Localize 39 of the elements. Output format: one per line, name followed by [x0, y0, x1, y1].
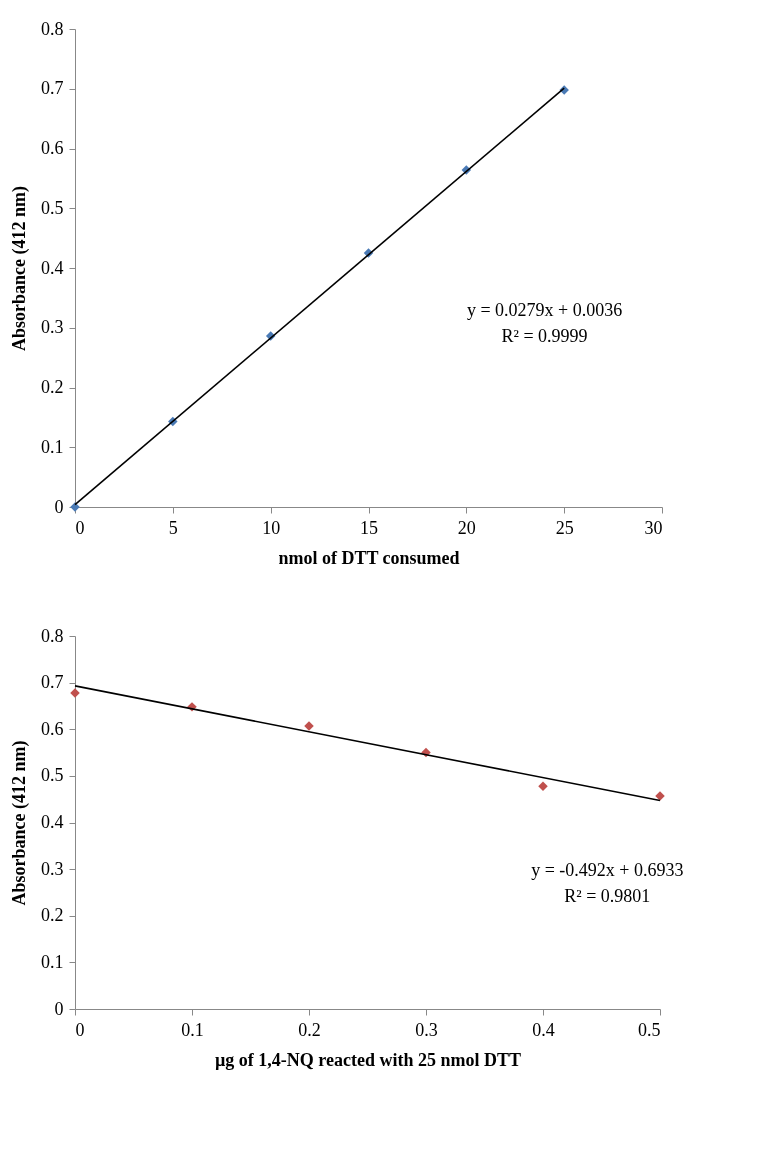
y-tick-label: 0.1	[41, 436, 64, 457]
annotation: y = -0.492x + 0.6933	[531, 859, 684, 880]
y-tick-label: 0	[54, 998, 64, 1019]
x-axis-title: µg of 1,4-NQ reacted with 25 nmol DTT	[214, 1049, 522, 1070]
x-tick-label: 0	[75, 517, 85, 538]
y-tick-label: 0.4	[41, 257, 64, 278]
x-tick-label: 0	[75, 1019, 85, 1040]
y-tick-label: 0.4	[41, 812, 64, 832]
y-axis-title: Absorbance (412 nm)	[9, 740, 30, 906]
x-tick-label: 0.2	[298, 1019, 321, 1040]
y-tick-label: 0.3	[41, 317, 64, 338]
y-tick-label: 0.5	[41, 765, 64, 786]
y-tick-label: 0.6	[41, 718, 64, 739]
y-tick-label: 0.6	[41, 138, 64, 158]
y-tick-label: 0	[54, 496, 64, 517]
y-tick-label: 0.3	[41, 858, 64, 879]
x-tick-label: 5	[168, 517, 178, 538]
y-tick-label: 0.2	[41, 905, 64, 926]
x-tick-label: 10	[262, 517, 281, 538]
x-tick-label: 0.3	[415, 1019, 438, 1040]
x-tick-label: 0.5	[638, 1019, 661, 1040]
annotation: y = 0.0279x + 0.0036	[466, 300, 623, 321]
x-tick-label: 30	[644, 517, 663, 538]
y-tick-label: 0.7	[41, 672, 64, 693]
y-tick-label: 0.5	[41, 197, 64, 218]
y-tick-label: 0.2	[41, 377, 64, 397]
x-axis-title: nmol of DTT consumed	[278, 547, 460, 568]
x-tick-label: 0.4	[532, 1019, 555, 1040]
y-axis-title: Absorbance (412 nm)	[9, 186, 30, 351]
annotation: R² = 0.9999	[501, 326, 588, 347]
y-tick-label: 0.7	[41, 78, 64, 99]
x-tick-label: 25	[555, 517, 574, 538]
y-tick-label: 0.8	[41, 18, 64, 39]
x-tick-label: 15	[360, 517, 378, 538]
y-tick-label: 0.8	[41, 625, 64, 646]
x-tick-label: 20	[457, 517, 476, 538]
y-tick-label: 0.1	[41, 951, 64, 972]
x-tick-label: 0.1	[181, 1019, 204, 1040]
annotation: R² = 0.9801	[564, 886, 651, 907]
